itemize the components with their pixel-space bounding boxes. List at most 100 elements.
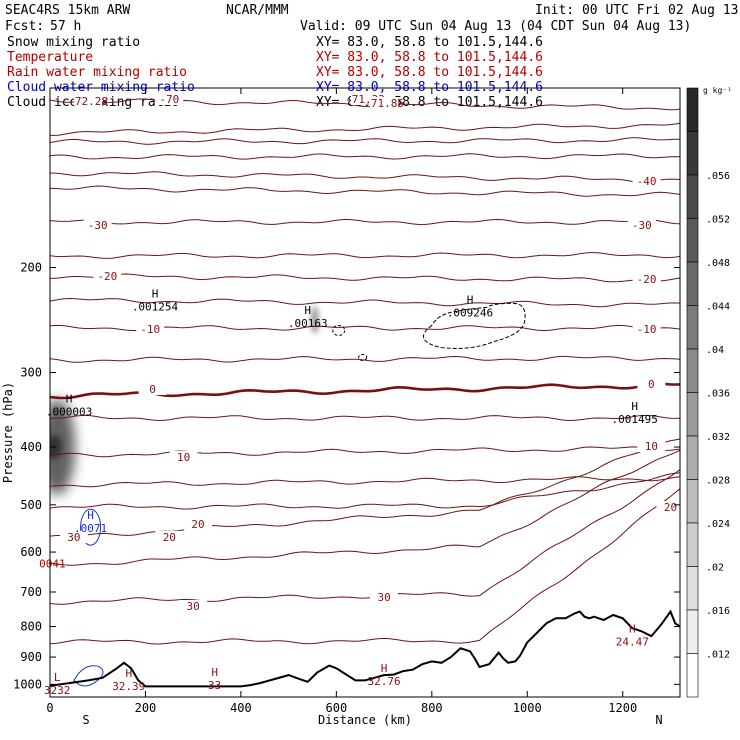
contour-label: -20 <box>97 270 117 283</box>
extremum-value: 24.47 <box>616 636 649 649</box>
snow-shading-small <box>310 306 319 335</box>
contour-label: 30 <box>377 591 390 604</box>
cloud-water-contour <box>80 508 102 546</box>
contour-label: -10 <box>140 323 160 336</box>
contour-label: -40 <box>637 175 657 188</box>
extremum-marker: H <box>66 393 73 406</box>
contour-label-bg <box>637 440 666 452</box>
contour-label: -20 <box>637 273 657 286</box>
x-tick-label: 400 <box>230 701 252 715</box>
colorbar-unit: g kg⁻¹ <box>703 86 732 95</box>
contour-label-bg <box>74 95 103 107</box>
contour-label-bg <box>656 501 680 513</box>
colorbar-tick-label: .048 <box>706 258 730 269</box>
extremum-marker: H <box>87 509 94 522</box>
model-title: SEAC4RS 15km ARW <box>5 3 130 18</box>
extremum-marker: H <box>211 666 218 679</box>
extremum-value: .00163 <box>288 317 328 330</box>
contour-label: -70 <box>159 93 179 106</box>
colorbar-tick-label: .02 <box>706 563 724 574</box>
extremum-value: 32.76 <box>368 675 401 688</box>
colorbar-tick-label: .012 <box>706 650 730 661</box>
colorbar-tick-label: .044 <box>706 302 730 313</box>
contour-label: 0 <box>648 378 655 391</box>
extremum-marker: H <box>467 293 474 306</box>
x-tick-label: 600 <box>326 701 348 715</box>
y-tick-label: 300 <box>20 366 42 380</box>
colorbar-cell <box>686 522 699 567</box>
colorbar-cell <box>686 566 699 611</box>
init-time: Init: 00 UTC Fri 02 Aug 13 <box>535 3 739 18</box>
plot-content: -72.28 -70 -71.33-71.85-40-30 -30-20 -20-10-… <box>50 93 680 688</box>
isotherm-line <box>50 153 680 160</box>
contour-label: -30 <box>632 219 652 232</box>
extremum-marker: H <box>629 623 636 636</box>
legend-field-name: Temperature <box>7 50 93 65</box>
contour-label-bg <box>169 451 198 463</box>
extremum-marker: H <box>631 400 638 413</box>
x-end-label-north: N <box>655 713 662 727</box>
extremum-value: 3232 <box>44 684 71 697</box>
isotherm-line <box>50 185 680 197</box>
isotherm-line <box>50 218 680 226</box>
contour-label: 20 <box>191 518 204 531</box>
colorbar-cell <box>686 609 699 654</box>
colorbar-cell <box>686 435 699 480</box>
extremum-value: 33 <box>208 679 221 692</box>
contour-label-bg <box>370 591 399 603</box>
contour-label: 20 <box>163 531 176 544</box>
contour-label-bg <box>59 531 88 543</box>
colorbar-tick-label: .056 <box>706 171 730 182</box>
y-axis-label: Pressure (hPa) <box>1 382 15 483</box>
contour-label: -30 <box>88 219 108 232</box>
isotherm-line <box>50 446 680 458</box>
contour-label: 10 <box>177 451 190 464</box>
y-tick-label: 500 <box>20 498 42 512</box>
colorbar-tick-label: .016 <box>706 606 730 617</box>
contour-label-bg <box>632 323 661 335</box>
contour-label-bg <box>155 531 184 543</box>
extremum-value: 32.39 <box>112 680 145 693</box>
colorbar-cell <box>686 479 699 524</box>
colorbar-tick-label: .036 <box>706 389 730 400</box>
y-tick-label: 200 <box>20 261 42 275</box>
y-tick-label: 700 <box>20 585 42 599</box>
extremum-marker: L <box>54 671 61 684</box>
contour-label-bg <box>632 273 661 285</box>
isotherm-line <box>50 438 680 537</box>
contour-label: -72.28 <box>68 95 108 108</box>
isotherm-line <box>50 297 680 308</box>
colorbar-cell <box>686 87 699 132</box>
legend-field-xy: XY= 83.0, 58.8 to 101.5,144.6 <box>316 65 543 80</box>
fcst-value: 57 h <box>50 19 81 34</box>
x-axis-label: Distance (km) <box>318 713 412 727</box>
contour-label: 30 <box>187 600 200 613</box>
y-tick-label: 900 <box>20 650 42 664</box>
contour-label-bg <box>179 600 208 612</box>
colorbar-cell <box>686 348 699 393</box>
x-tick-label: 800 <box>421 701 443 715</box>
x-tick-label: 200 <box>135 701 157 715</box>
contour-label-bg <box>93 270 122 282</box>
isotherm-line <box>50 273 680 283</box>
isotherm-line <box>50 476 680 488</box>
snow-shading <box>50 399 76 496</box>
colorbar-cell <box>686 131 699 176</box>
contour-label-bg <box>637 378 666 390</box>
contour-label-bg <box>370 97 399 109</box>
colorbar-tick-label: .04 <box>706 345 724 356</box>
plot-frame <box>49 87 681 698</box>
legend-field-name: Snow mixing ratio <box>7 35 140 50</box>
center-title: NCAR/MMM <box>226 3 289 18</box>
isotherm-line <box>50 414 680 422</box>
extremum-marker: H <box>125 667 132 680</box>
colorbar-tick-label: .028 <box>706 476 730 487</box>
extremum-marker: H <box>381 662 388 675</box>
contour-label-bg <box>183 518 212 530</box>
plot-area: -72.28 -70 -71.33-71.85-40-30 -30-20 -20-10-… <box>1 86 732 727</box>
extremum-value: .0071 <box>74 522 107 535</box>
valid-time: Valid: 09 UTC Sun 04 Aug 13 (04 CDT Sun … <box>300 19 691 34</box>
colorbar-cell <box>686 218 699 263</box>
contour-label-bg <box>136 323 165 335</box>
